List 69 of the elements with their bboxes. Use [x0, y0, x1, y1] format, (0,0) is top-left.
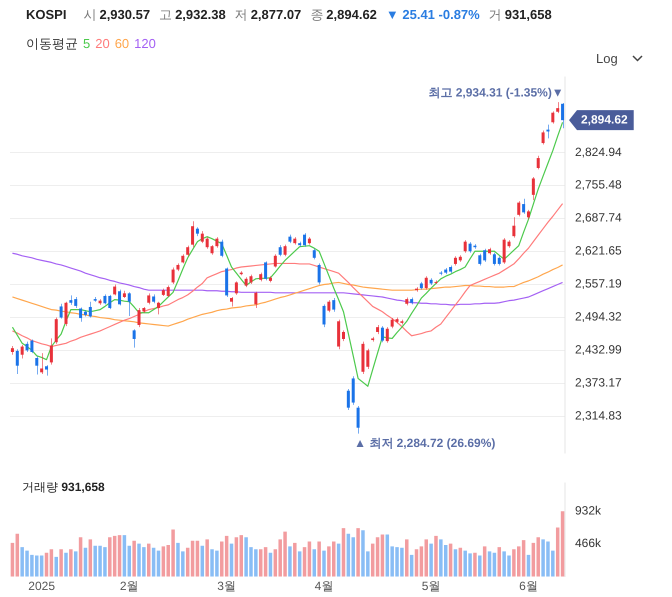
y-tick-label: 2,432.99 — [575, 342, 622, 357]
bar — [356, 528, 360, 577]
y-tick-label: 2,314.83 — [575, 408, 622, 423]
bar — [147, 544, 151, 577]
text: 종 2,894.62 — [310, 7, 377, 22]
x-tick-label: 5월 — [422, 579, 440, 594]
y-tick-label: 466k — [575, 536, 602, 550]
bar — [74, 551, 78, 577]
chart-title: KOSPI — [26, 7, 66, 22]
text: Log — [596, 51, 618, 66]
text: 60 — [114, 36, 130, 51]
annotation: 최고 2,934.31 (-1.35%)▼ — [428, 85, 564, 100]
x-tick-label: 2월 — [120, 579, 139, 594]
text: 2,894.62 — [581, 112, 628, 126]
bar — [200, 546, 204, 577]
text: 5 — [83, 36, 90, 51]
bar — [336, 544, 340, 577]
y-tick-label: 2,824.94 — [575, 144, 622, 159]
bar — [69, 549, 73, 577]
bar — [268, 552, 272, 577]
bar — [526, 554, 530, 577]
bar — [317, 541, 321, 577]
text: 120 — [134, 36, 156, 51]
bar — [322, 550, 326, 577]
chart-title: 거래량 931,658 — [22, 480, 105, 494]
bar — [458, 548, 462, 577]
bar — [473, 552, 477, 577]
y-tick-label: 932k — [575, 503, 602, 518]
bar — [84, 548, 88, 577]
text: 거 931,658 — [488, 7, 552, 22]
x-tick-label: 2025 — [28, 579, 56, 594]
y-tick-label: 2,557.19 — [575, 276, 622, 291]
bar — [498, 547, 502, 577]
text: 시 2,930.57 — [83, 7, 150, 22]
y-tick-label: 2,687.74 — [575, 210, 622, 225]
bar — [312, 549, 316, 577]
y-tick-label: 2,621.65 — [575, 244, 622, 258]
bar — [132, 540, 136, 577]
text: 20 — [95, 36, 110, 51]
bar — [88, 539, 92, 577]
annotation: ▲ 최저 2,284.72 (26.69%) — [354, 436, 496, 450]
bar — [482, 546, 486, 577]
bar — [454, 549, 458, 577]
bar — [205, 539, 209, 577]
text: 저 2,877.07 — [234, 7, 302, 22]
bar — [64, 552, 68, 577]
x-tick-label: 6월 — [519, 579, 538, 594]
text: 고 2,932.38 — [159, 7, 226, 22]
bar — [478, 556, 482, 577]
bar — [293, 542, 297, 577]
y-tick-label: 2,373.17 — [575, 376, 622, 390]
bar — [54, 556, 58, 577]
bar — [429, 544, 433, 577]
bar — [78, 537, 82, 577]
x-tick-label: 3월 — [217, 579, 236, 594]
x-tick-label: 4월 — [314, 579, 334, 594]
bar — [434, 536, 438, 577]
bar — [288, 546, 292, 577]
bar — [448, 544, 452, 577]
bar — [342, 528, 346, 577]
text: ▼ 25.41 -0.87% — [386, 7, 480, 22]
y-tick-label: 2,494.32 — [575, 310, 622, 324]
bar — [405, 539, 409, 577]
legend-title: 이동평균 — [26, 36, 78, 51]
bar — [410, 554, 414, 577]
y-tick-label: 2,755.48 — [575, 178, 622, 192]
bar — [59, 549, 63, 577]
bar — [230, 544, 234, 577]
bar — [298, 551, 302, 577]
